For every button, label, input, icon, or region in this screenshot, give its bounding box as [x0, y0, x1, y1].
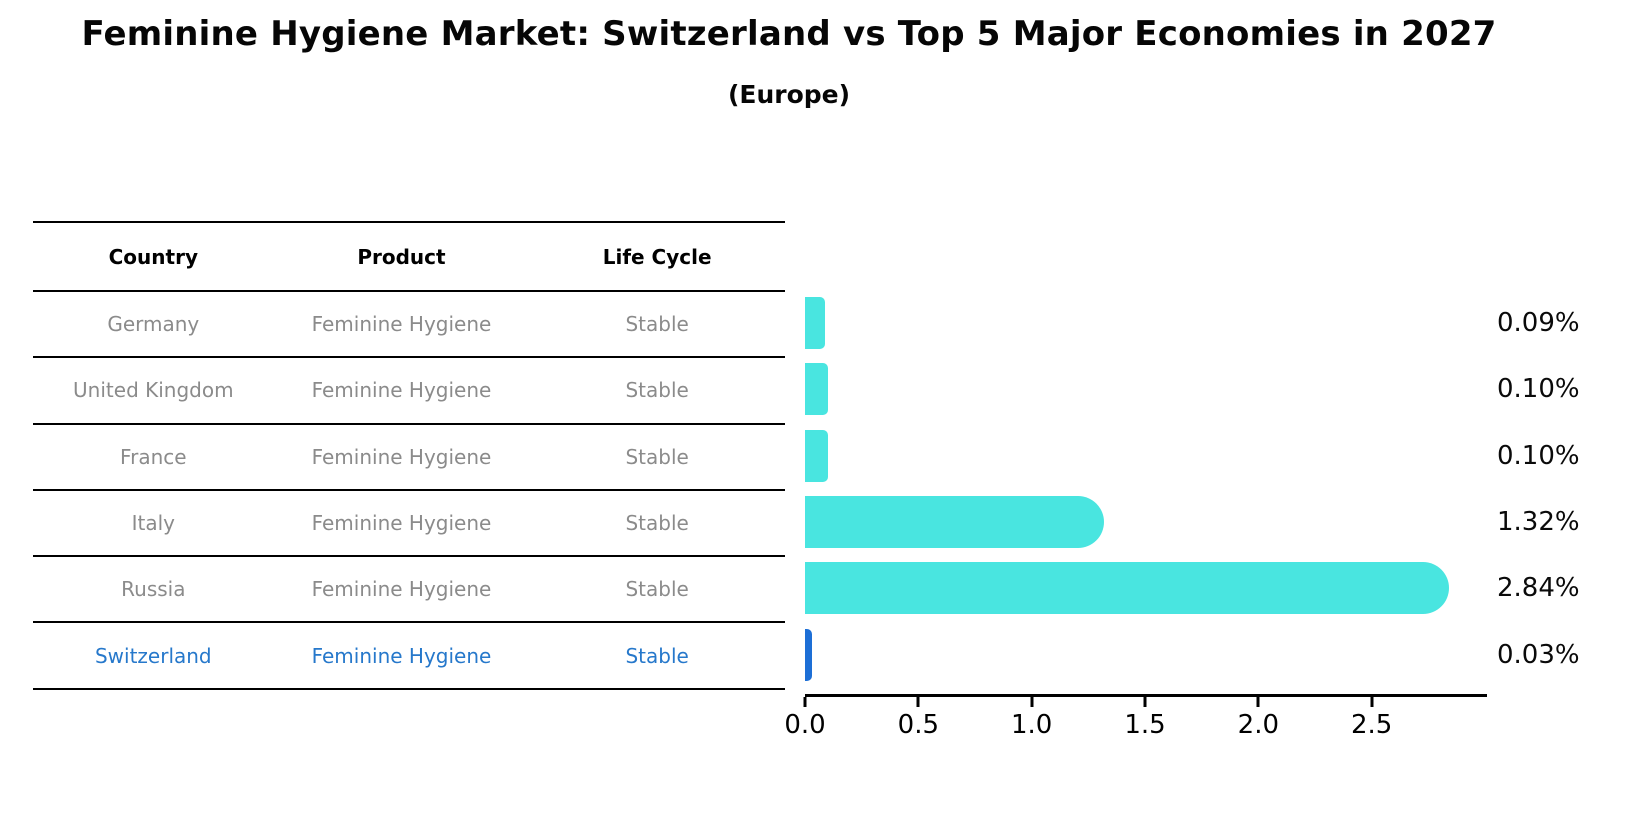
header-product: Product — [357, 244, 446, 269]
table-row: United Kingdom Feminine Hygiene Stable — [33, 358, 785, 425]
value-label-switzerland: 0.03% — [1497, 639, 1580, 670]
cell-life-cycle: Stable — [625, 511, 689, 536]
x-axis-tick-mark — [916, 697, 920, 707]
cell-product: Feminine Hygiene — [311, 511, 492, 536]
bar-france — [805, 429, 828, 482]
cell-life-cycle: Stable — [625, 444, 689, 469]
x-axis-tick-mark — [803, 697, 807, 707]
x-axis-line — [805, 694, 1487, 697]
cell-life-cycle: Stable — [625, 378, 689, 403]
x-axis-tick-mark — [1256, 697, 1260, 707]
table-row: France Feminine Hygiene Stable — [33, 425, 785, 491]
header-country: Country — [108, 244, 198, 269]
table-row-switzerland: Switzerland Feminine Hygiene Stable — [33, 623, 785, 690]
cell-country: Germany — [107, 312, 200, 337]
cell-product: Feminine Hygiene — [311, 378, 492, 403]
bar-plot-area — [805, 290, 1485, 688]
bar-row — [805, 489, 1485, 555]
x-axis-tick-label: 1.5 — [1124, 710, 1166, 740]
bar-switzerland — [805, 628, 812, 681]
value-label-france: 0.10% — [1497, 440, 1580, 471]
bar-row — [805, 290, 1485, 356]
country-table: Country Product Life Cycle Germany Femin… — [33, 221, 785, 690]
chart-subtitle: (Europe) — [727, 80, 851, 109]
cell-product: Feminine Hygiene — [311, 444, 492, 469]
value-label-united-kingdom: 0.10% — [1497, 374, 1580, 405]
bar-row — [805, 622, 1485, 688]
chart-title: Feminine Hygiene Market: Switzerland vs … — [81, 14, 1497, 54]
cell-life-cycle: Stable — [625, 577, 689, 602]
value-label-russia: 2.84% — [1497, 573, 1580, 604]
x-axis-tick-mark — [1030, 697, 1034, 707]
x-axis-tick-label: 0.5 — [897, 710, 940, 740]
cell-product: Feminine Hygiene — [311, 312, 492, 337]
table-header-row: Country Product Life Cycle — [33, 223, 785, 292]
x-axis-ticks: 0.0 0.5 1.0 1.5 2.0 2.5 — [784, 694, 1487, 754]
cell-life-cycle: Stable — [625, 643, 689, 668]
bar-italy — [805, 496, 1105, 549]
x-axis-tick-label: 0.0 — [784, 710, 826, 740]
cell-life-cycle: Stable — [625, 312, 689, 337]
bar-germany — [805, 297, 826, 350]
bar-russia — [805, 562, 1449, 615]
cell-country: Russia — [121, 577, 186, 602]
value-label-italy: 1.32% — [1497, 507, 1580, 538]
table-row: Germany Feminine Hygiene Stable — [33, 292, 785, 359]
table-row: Italy Feminine Hygiene Stable — [33, 491, 785, 558]
cell-product: Feminine Hygiene — [311, 643, 492, 668]
x-axis-tick-label: 2.5 — [1350, 710, 1393, 740]
bar-row — [805, 423, 1485, 489]
cell-product: Feminine Hygiene — [311, 577, 492, 602]
value-labels: 0.09% 0.10% 0.10% 1.32% 2.84% 0.03% — [1497, 290, 1637, 688]
cell-country: Italy — [131, 511, 175, 536]
bar-row — [805, 356, 1485, 422]
bar-row — [805, 555, 1485, 621]
x-axis-tick-mark — [1143, 697, 1147, 707]
header-life-cycle: Life Cycle — [602, 244, 712, 269]
cell-country: France — [120, 444, 187, 469]
table-row: Russia Feminine Hygiene Stable — [33, 557, 785, 624]
cell-country: United Kingdom — [73, 378, 234, 403]
value-label-germany: 0.09% — [1497, 308, 1580, 339]
x-axis-tick-label: 1.0 — [1010, 710, 1053, 740]
bar-united-kingdom — [805, 363, 828, 416]
x-axis-tick-label: 2.0 — [1237, 710, 1280, 740]
x-axis-tick-mark — [1370, 697, 1374, 707]
cell-country: Switzerland — [94, 643, 212, 668]
